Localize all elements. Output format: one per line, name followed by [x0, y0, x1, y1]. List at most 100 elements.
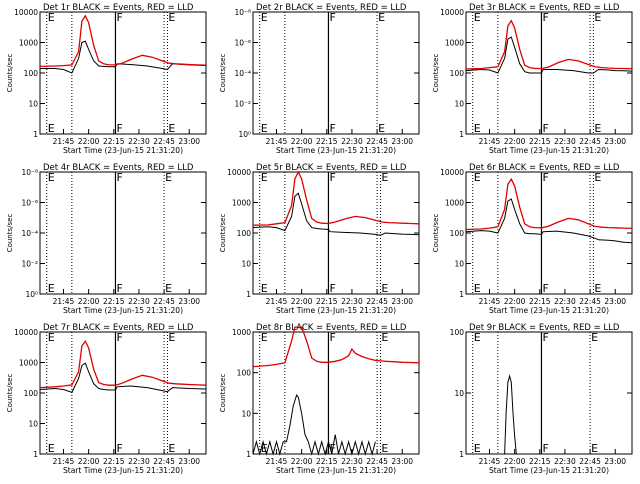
marker-label-top: E [48, 171, 55, 184]
x-tick-label: 21:45 [53, 457, 75, 466]
x-tick-label: 22:45 [366, 137, 388, 146]
x-tick-label: 21:45 [266, 457, 288, 466]
marker-label-bottom: E [261, 122, 268, 135]
marker-label-top: E [165, 171, 172, 184]
y-tick-label: 1000 [445, 39, 464, 48]
series-events-line [40, 40, 207, 74]
y-tick-label: 10⁰ [238, 130, 251, 139]
y-tick-label: 100 [450, 328, 465, 337]
y-tick-label: 100 [237, 229, 252, 238]
x-tick-label: 22:00 [504, 457, 526, 466]
panel-3: Det 3r BLACK = Events, RED = LLD 1 10 100 10… [432, 3, 633, 155]
x-tick-label: 22:00 [504, 137, 526, 146]
y-tick-label: 10 [454, 260, 464, 269]
plot-frame [252, 171, 420, 295]
y-tick-label: 1000 [19, 39, 38, 48]
x-tick-label: 22:15 [103, 457, 125, 466]
series-lld-line [252, 170, 420, 226]
x-tick-label: 22:30 [128, 297, 150, 306]
x-tick-label: 22:30 [554, 137, 576, 146]
x-tick-label: 22:00 [291, 297, 313, 306]
marker-label-bottom: E [381, 442, 388, 455]
x-tick-label: 21:45 [266, 137, 288, 146]
x-tick-label: 22:45 [579, 297, 601, 306]
x-tick-label: 22:15 [316, 137, 338, 146]
y-tick-label: 100 [237, 369, 252, 378]
y-tick-label: 10⁰ [25, 290, 38, 299]
plot-frame [39, 171, 207, 295]
y-tick-label: 10000 [227, 168, 251, 177]
y-axis-label: Counts/sec [219, 214, 227, 253]
x-tick-label: 22:45 [153, 297, 175, 306]
x-tick-label: 22:30 [554, 457, 576, 466]
marker-label-bottom: E [381, 282, 388, 295]
marker-label-top: E [168, 331, 175, 344]
marker-label-top: E [381, 331, 388, 344]
x-axis-label: Start Time (23-Jun-15 21:31:20) [276, 306, 396, 315]
marker-label-top: F [329, 171, 335, 184]
y-tick-label: 10⁻⁴ [21, 229, 38, 238]
y-tick-label: 1 [33, 130, 38, 139]
x-tick-label: 22:00 [291, 137, 313, 146]
marker-label-bottom: E [594, 282, 601, 295]
y-tick-label: 10⁻² [21, 260, 38, 269]
panel-title: Det 1r BLACK = Events, RED = LLD [43, 3, 194, 13]
x-tick-label: 21:45 [53, 137, 75, 146]
x-tick-label: 23:00 [391, 137, 413, 146]
marker-label-top: E [378, 11, 385, 24]
series-lld-line [39, 339, 207, 389]
marker-label-bottom: F [542, 122, 548, 135]
marker-label-top: F [542, 11, 548, 24]
panel-title: Det 3r BLACK = Events, RED = LLD [469, 3, 620, 13]
marker-label-top: E [594, 11, 601, 24]
series-lld-line [465, 177, 633, 231]
x-tick-label: 22:30 [341, 457, 363, 466]
marker-label-bottom: E [474, 122, 481, 135]
marker-label-top: E [261, 11, 268, 24]
y-tick-label: 10000 [14, 8, 38, 17]
panel-title: Det 4r BLACK = Events, RED = LLD [43, 163, 194, 173]
x-tick-label: 22:30 [341, 137, 363, 146]
x-tick-label: 22:30 [341, 297, 363, 306]
x-tick-label: 22:15 [529, 297, 551, 306]
marker-label-top: E [474, 11, 481, 24]
series-lld-line [465, 19, 633, 70]
panel-title: Det 8r BLACK = Events, RED = LLD [256, 323, 407, 333]
marker-label-top: F [329, 11, 335, 24]
series-lld-line [39, 14, 207, 68]
y-tick-label: 10⁻⁶ [234, 39, 251, 48]
x-tick-label: 22:30 [128, 137, 150, 146]
x-tick-label: 21:45 [53, 297, 75, 306]
marker-label-top: F [116, 11, 122, 24]
marker-label-bottom: F [542, 282, 548, 295]
x-axis-label: Start Time (23-Jun-15 21:31:20) [276, 146, 396, 155]
y-axis-label: Counts/sec [6, 374, 14, 413]
y-axis-label: Counts/sec [219, 54, 227, 93]
x-tick-label: 22:45 [366, 457, 388, 466]
marker-label-bottom: E [591, 442, 598, 455]
marker-label-bottom: F [542, 442, 548, 455]
y-tick-label: 1000 [445, 199, 464, 208]
x-tick-label: 22:30 [554, 297, 576, 306]
x-tick-label: 23:00 [178, 297, 200, 306]
panel-title: Det 7r BLACK = Events, RED = LLD [43, 323, 194, 333]
marker-label-bottom: F [116, 442, 122, 455]
panel-4: Det 4r BLACK = Events, RED = LLD 10⁰ 10⁻² 1… [6, 163, 207, 315]
marker-label-top: E [474, 171, 481, 184]
x-tick-label: 22:00 [504, 297, 526, 306]
y-tick-label: 1000 [232, 328, 251, 337]
y-tick-label: 10 [241, 409, 251, 418]
plot-frame [39, 11, 207, 135]
y-tick-label: 1 [459, 450, 464, 459]
y-tick-label: 10⁻⁴ [234, 69, 251, 78]
marker-label-bottom: E [594, 122, 601, 135]
y-tick-label: 10000 [14, 328, 38, 337]
x-tick-label: 22:15 [529, 137, 551, 146]
x-tick-label: 21:45 [266, 297, 288, 306]
panel-title: Det 6r BLACK = Events, RED = LLD [469, 163, 620, 173]
marker-label-bottom: E [48, 282, 55, 295]
marker-label-top: F [329, 331, 335, 344]
x-tick-label: 23:00 [604, 457, 626, 466]
x-tick-label: 22:30 [128, 457, 150, 466]
y-tick-label: 1 [246, 450, 251, 459]
